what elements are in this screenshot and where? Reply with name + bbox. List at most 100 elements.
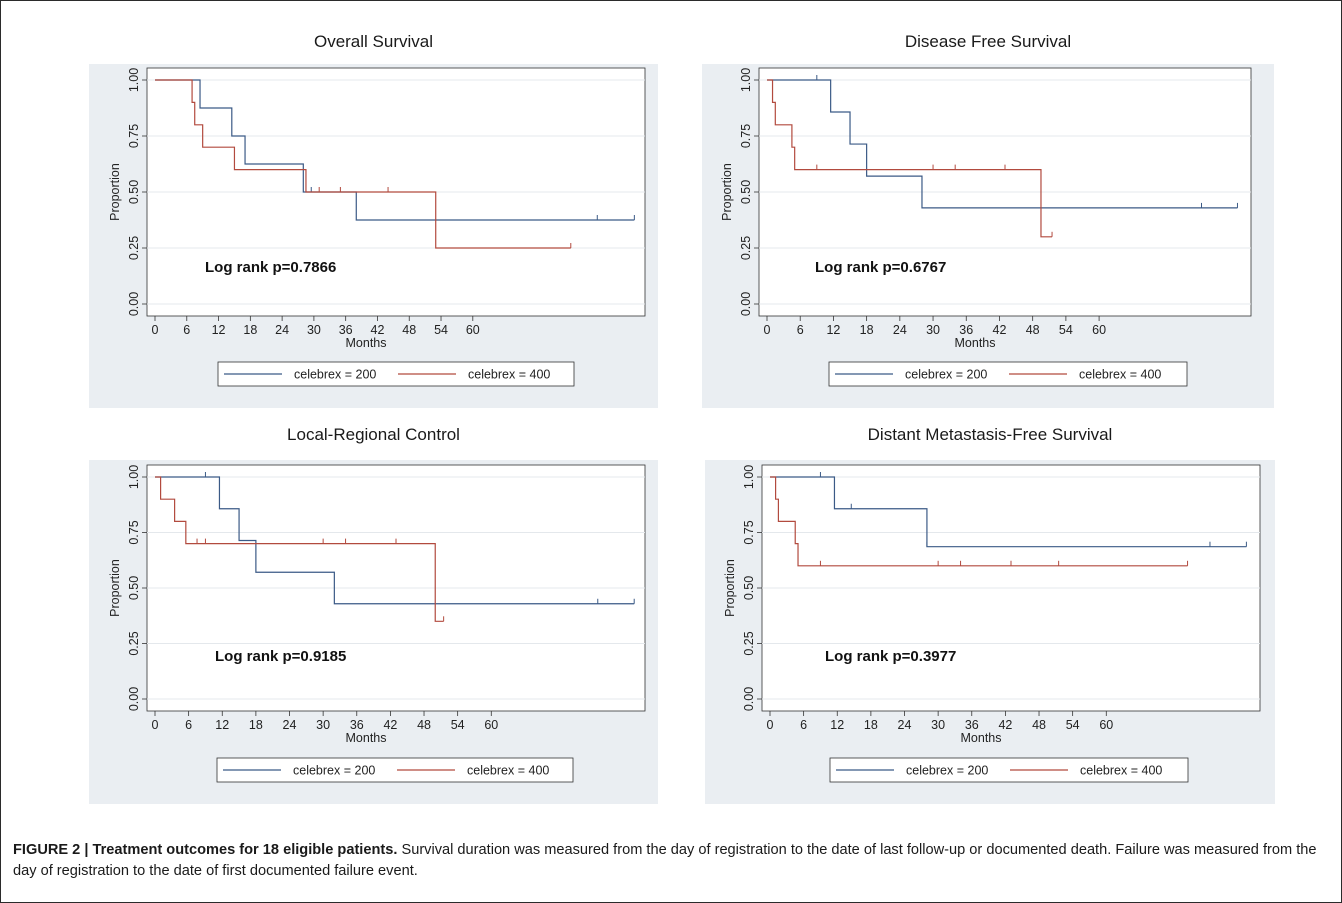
y-tick-label: 0.25 bbox=[739, 236, 753, 260]
x-tick-label: 48 bbox=[1032, 718, 1046, 732]
chart-title: Overall Survival bbox=[313, 32, 434, 51]
x-tick-label: 12 bbox=[215, 718, 229, 732]
x-tick-label: 30 bbox=[307, 323, 321, 337]
x-tick-label: 18 bbox=[249, 718, 263, 732]
x-tick-label: 54 bbox=[434, 323, 448, 337]
x-tick-label: 18 bbox=[864, 718, 878, 732]
y-tick-label: 0.50 bbox=[739, 180, 753, 204]
y-tick-label: 1.00 bbox=[742, 465, 756, 489]
x-tick-label: 42 bbox=[371, 323, 385, 337]
legend-label: celebrex = 200 bbox=[294, 368, 376, 382]
x-tick-label: 12 bbox=[826, 323, 840, 337]
chart-title: Disease Free Survival bbox=[904, 32, 1072, 51]
logrank-annotation: Log rank p=0.9185 bbox=[215, 648, 346, 665]
y-tick-label: 0.75 bbox=[739, 124, 753, 148]
x-tick-label: 30 bbox=[316, 718, 330, 732]
legend-label: celebrex = 400 bbox=[467, 764, 549, 778]
x-tick-label: 36 bbox=[350, 718, 364, 732]
legend-label: celebrex = 200 bbox=[293, 764, 375, 778]
km-line-celebrex-200 bbox=[155, 79, 635, 221]
x-tick-label: 42 bbox=[993, 323, 1007, 337]
y-tick-label: 0.00 bbox=[742, 687, 756, 711]
y-tick-label: 0.50 bbox=[127, 576, 141, 600]
x-tick-label: 24 bbox=[275, 323, 289, 337]
y-axis-label: Proportion bbox=[108, 163, 122, 221]
x-tick-label: 0 bbox=[152, 323, 159, 337]
x-tick-label: 42 bbox=[998, 718, 1012, 732]
x-tick-label: 36 bbox=[959, 323, 973, 337]
x-tick-label: 60 bbox=[466, 323, 480, 337]
y-tick-label: 0.50 bbox=[127, 180, 141, 204]
y-tick-label: 0.75 bbox=[742, 520, 756, 544]
y-tick-label: 1.00 bbox=[127, 68, 141, 92]
x-tick-label: 54 bbox=[451, 718, 465, 732]
legend-label: celebrex = 400 bbox=[1079, 368, 1161, 382]
caption-text: Survival duration was measured from the … bbox=[13, 842, 1317, 879]
x-tick-label: 60 bbox=[1099, 718, 1113, 732]
x-tick-label: 0 bbox=[764, 323, 771, 337]
x-tick-label: 42 bbox=[383, 718, 397, 732]
km-line-celebrex-400 bbox=[767, 79, 1053, 238]
y-tick-label: 0.25 bbox=[127, 236, 141, 260]
km-chart-1: 0.00 0.25 0.50 0.75 1.00 0 6 12 18 24 30 36 42 48 54 60… bbox=[108, 67, 646, 387]
x-tick-label: 12 bbox=[830, 718, 844, 732]
x-tick-label: 18 bbox=[860, 323, 874, 337]
km-chart-2: 0.00 0.25 0.50 0.75 1.00 0 6 12 18 24 30 36 42 48 54 60… bbox=[720, 67, 1252, 387]
chart-title: Local-Regional Control bbox=[287, 425, 460, 444]
x-tick-label: 48 bbox=[417, 718, 431, 732]
km-line-celebrex-200 bbox=[767, 79, 1238, 209]
x-tick-label: 36 bbox=[965, 718, 979, 732]
x-tick-label: 48 bbox=[402, 323, 416, 337]
x-tick-label: 60 bbox=[484, 718, 498, 732]
y-tick-label: 0.00 bbox=[127, 687, 141, 711]
x-axis-label: Months bbox=[961, 731, 1002, 745]
logrank-annotation: Log rank p=0.7866 bbox=[205, 259, 336, 276]
x-tick-label: 54 bbox=[1066, 718, 1080, 732]
legend-label: celebrex = 400 bbox=[1080, 764, 1162, 778]
y-tick-label: 1.00 bbox=[127, 465, 141, 489]
y-tick-label: 0.00 bbox=[127, 292, 141, 316]
y-axis-label: Proportion bbox=[108, 559, 122, 617]
x-tick-label: 6 bbox=[185, 718, 192, 732]
chart-title: Distant Metastasis-Free Survival bbox=[867, 425, 1113, 444]
x-tick-label: 60 bbox=[1092, 323, 1106, 337]
y-axis-label: Proportion bbox=[723, 559, 737, 617]
y-tick-label: 0.25 bbox=[742, 631, 756, 655]
km-chart-4: 0.00 0.25 0.50 0.75 1.00 0 6 12 18 24 30 36 42 48 54 60… bbox=[723, 464, 1261, 783]
y-tick-label: 0.75 bbox=[127, 520, 141, 544]
logrank-annotation: Log rank p=0.3977 bbox=[825, 648, 956, 665]
km-line-celebrex-200 bbox=[155, 476, 635, 605]
x-axis-label: Months bbox=[346, 336, 387, 350]
km-line-celebrex-400 bbox=[155, 476, 444, 622]
figure-caption: FIGURE 2 | Treatment outcomes for 18 eli… bbox=[13, 840, 1323, 882]
y-tick-label: 0.00 bbox=[739, 292, 753, 316]
y-tick-label: 0.75 bbox=[127, 124, 141, 148]
y-tick-label: 0.50 bbox=[742, 576, 756, 600]
y-axis-label: Proportion bbox=[720, 163, 734, 221]
km-line-celebrex-200 bbox=[770, 476, 1247, 548]
x-tick-label: 48 bbox=[1026, 323, 1040, 337]
y-tick-label: 0.25 bbox=[127, 631, 141, 655]
x-tick-label: 6 bbox=[183, 323, 190, 337]
x-tick-label: 12 bbox=[212, 323, 226, 337]
x-tick-label: 6 bbox=[800, 718, 807, 732]
y-tick-label: 1.00 bbox=[739, 68, 753, 92]
x-tick-label: 30 bbox=[931, 718, 945, 732]
logrank-annotation: Log rank p=0.6767 bbox=[815, 259, 946, 276]
x-axis-label: Months bbox=[955, 336, 996, 350]
caption-label: FIGURE 2 | Treatment outcomes for 18 eli… bbox=[13, 842, 398, 858]
km-line-celebrex-400 bbox=[770, 476, 1188, 567]
x-tick-label: 0 bbox=[152, 718, 159, 732]
legend-label: celebrex = 200 bbox=[905, 368, 987, 382]
x-tick-label: 54 bbox=[1059, 323, 1073, 337]
x-tick-label: 24 bbox=[893, 323, 907, 337]
km-chart-3: 0.00 0.25 0.50 0.75 1.00 0 6 12 18 24 30 36 42 48 54 60… bbox=[108, 464, 646, 783]
x-tick-label: 6 bbox=[797, 323, 804, 337]
x-tick-label: 36 bbox=[339, 323, 353, 337]
x-tick-label: 18 bbox=[243, 323, 257, 337]
x-tick-label: 0 bbox=[767, 718, 774, 732]
x-axis-label: Months bbox=[346, 731, 387, 745]
x-tick-label: 24 bbox=[898, 718, 912, 732]
legend-label: celebrex = 200 bbox=[906, 764, 988, 778]
legend-label: celebrex = 400 bbox=[468, 368, 550, 382]
